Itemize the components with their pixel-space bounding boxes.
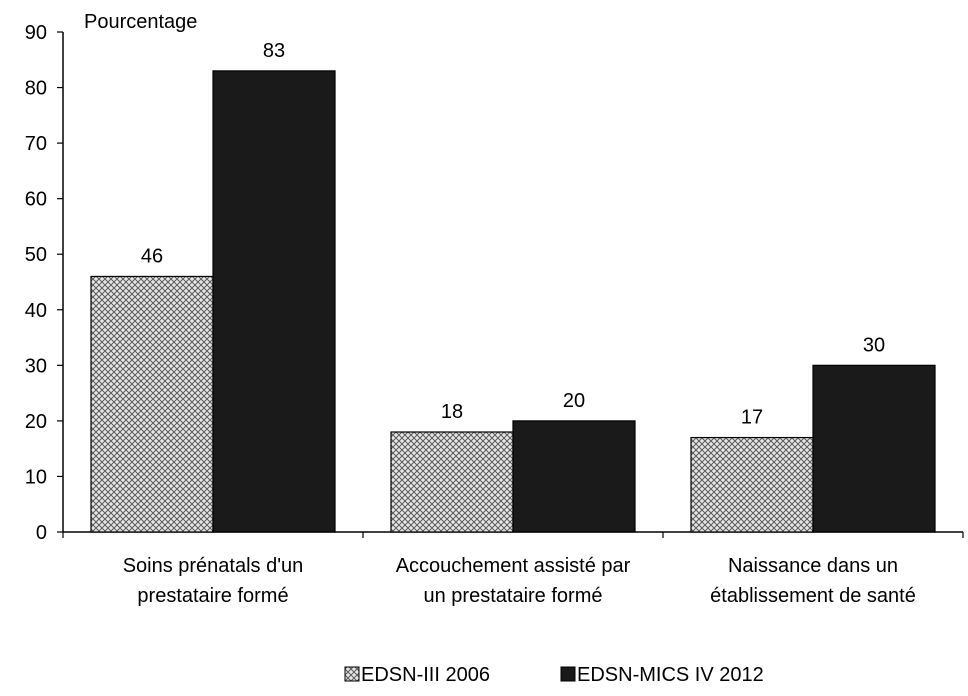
bar: [812, 364, 936, 533]
y-tick-label: 90: [25, 22, 47, 44]
data-label: 83: [263, 40, 285, 62]
x-tick-label: Accouchement assisté par: [396, 555, 631, 577]
data-label: 20: [563, 390, 585, 412]
y-tick-label: 40: [25, 300, 47, 322]
plot-area: 0 10 20 30 40 50 60 70 80 90 Pourcentage 46 83 Soins …: [25, 11, 964, 686]
data-label: 46: [141, 245, 163, 267]
y-tick-label: 0: [36, 522, 47, 544]
legend-swatch: [560, 666, 576, 682]
y-tick-label: 20: [25, 411, 47, 433]
bar: [212, 70, 336, 533]
bar: [90, 275, 214, 533]
x-tick-label: établissement de santé: [710, 585, 916, 607]
data-label: 18: [441, 401, 463, 423]
y-tick-label: 10: [25, 466, 47, 488]
bar: [390, 431, 514, 533]
legend-swatch: [344, 666, 360, 682]
x-tick-label: un prestataire formé: [424, 585, 603, 607]
y-tick-label: 80: [25, 78, 47, 100]
y-tick-label: 70: [25, 133, 47, 155]
legend-entry: EDSN-MICS IV 2012: [577, 664, 764, 686]
x-tick-label: Naissance dans un: [728, 555, 898, 577]
y-tick-label: 30: [25, 355, 47, 377]
bar: [690, 436, 814, 533]
y-tick-label: 60: [25, 189, 47, 211]
y-axis-label: Pourcentage: [84, 11, 197, 33]
x-tick-label: prestataire formé: [137, 585, 288, 607]
data-label: 17: [741, 407, 763, 429]
data-label: 30: [863, 334, 885, 356]
y-tick-label: 50: [25, 244, 47, 266]
legend-entry: EDSN-III 2006: [361, 664, 490, 686]
bar: [512, 420, 636, 533]
x-tick-label: Soins prénatals d'un: [123, 555, 304, 577]
